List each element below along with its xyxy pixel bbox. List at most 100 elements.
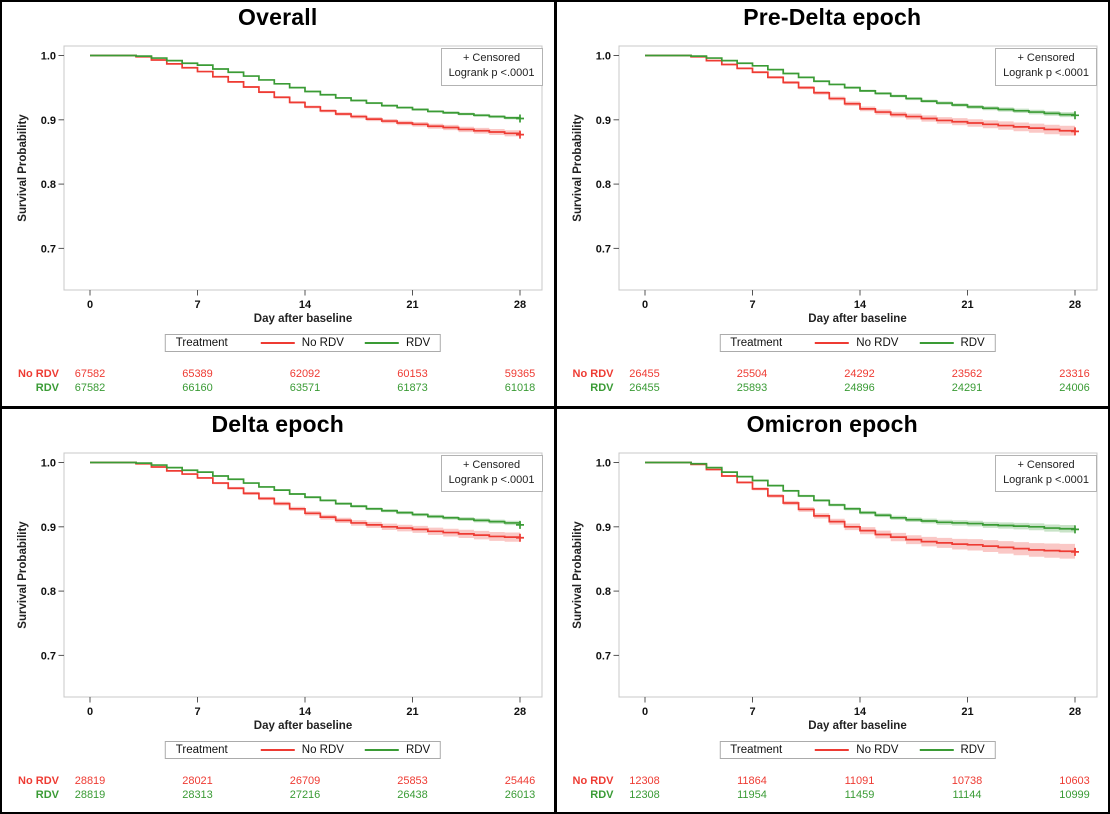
risk-count: 10738 <box>951 774 983 787</box>
no-rdv-legend-label: No RDV <box>856 743 899 756</box>
risk-row-rdv: RDV 12308 11954 11459 11144 10999 <box>557 789 1109 802</box>
treatment-legend-title: Treatment <box>175 743 228 756</box>
x-tick-label: 28 <box>514 706 526 718</box>
y-tick-label: 0.9 <box>595 115 610 127</box>
x-axis-label: Day after baseline <box>253 313 353 325</box>
risk-count: 11091 <box>844 774 875 787</box>
y-tick-label: 0.8 <box>41 586 56 598</box>
survival-plot-overall: 1.0 0.9 0.8 0.7 0 7 14 21 28 <box>41 45 543 311</box>
y-tick-label: 0.7 <box>595 243 610 255</box>
x-tick-label: 28 <box>1068 706 1080 718</box>
survival-curve <box>644 54 1076 116</box>
risk-count: 10603 <box>1059 774 1090 787</box>
rdv-legend-label: RDV <box>960 743 985 756</box>
x-tick-label: 0 <box>641 299 647 311</box>
y-tick-label: 0.7 <box>595 650 610 662</box>
no-rdv-legend-label: No RDV <box>301 743 344 756</box>
risk-count: 12308 <box>629 788 660 801</box>
y-axis-label: Survival Probability <box>571 520 584 629</box>
risk-row-no-rdv: No RDV 12308 11864 11091 10738 10603 <box>557 775 1109 788</box>
risk-row-label: No RDV <box>18 368 59 380</box>
risk-count: 23316 <box>1059 368 1090 380</box>
risk-row-rdv: RDV 28819 28313 27216 26438 26013 <box>2 789 554 802</box>
y-tick-label: 0.7 <box>41 650 56 662</box>
confidence-band <box>644 55 1075 118</box>
x-axis-label: Day after baseline <box>808 313 907 325</box>
y-axis-label: Survival Probability <box>17 114 29 222</box>
risk-count: 26455 <box>629 382 660 394</box>
risk-count: 11144 <box>952 788 982 801</box>
risk-count: 24896 <box>844 382 875 394</box>
logrank-label: Logrank p <.0001 <box>448 473 535 486</box>
treatment-legend: Treatment No RDV RDV <box>719 740 996 759</box>
risk-count: 26455 <box>629 368 660 380</box>
censor-plus-mark <box>516 533 524 542</box>
no-rdv-line-swatch <box>815 748 850 751</box>
risk-row-no-rdv: No RDV 28819 28021 26709 25853 25446 <box>2 775 554 788</box>
risk-count: 60153 <box>397 368 428 380</box>
x-tick-label: 14 <box>299 299 312 311</box>
risk-row-rdv: RDV 26455 25893 24896 24291 24006 <box>557 382 1109 395</box>
x-axis-label: Day after baseline <box>808 719 907 732</box>
logrank-label: Logrank p <.0001 <box>1003 67 1089 80</box>
y-axis-label: Survival Probability <box>17 520 29 629</box>
y-tick-label: 0.8 <box>41 179 56 191</box>
risk-count: 63571 <box>289 382 321 394</box>
censored-logrank-box: + Censored Logrank p <.0001 <box>440 454 543 493</box>
risk-count: 28819 <box>74 774 106 787</box>
risk-count: 24291 <box>951 382 983 394</box>
rdv-line-swatch <box>919 342 954 344</box>
panel-overall: Overall 1.0 0.9 0.8 0.7 0 7 14 21 28 + Censored … <box>2 2 554 406</box>
logrank-label: Logrank p <.0001 <box>1003 473 1089 486</box>
risk-count: 10999 <box>1059 788 1090 801</box>
treatment-legend: Treatment No RDV RDV <box>164 740 442 759</box>
panel-pre-delta: Pre-Delta epoch 1.0 0.9 0.8 0.7 0 7 14 21 28 + C… <box>556 2 1109 406</box>
y-tick-label: 0.9 <box>41 115 56 127</box>
censor-plus-mark <box>516 520 524 529</box>
panel-title: Overall <box>238 4 318 30</box>
x-tick-label: 21 <box>961 706 973 718</box>
censor-plus-mark <box>1070 111 1079 120</box>
y-tick-label: 0.7 <box>41 243 56 255</box>
treatment-legend: Treatment No RDV RDV <box>719 334 996 352</box>
risk-count: 67582 <box>74 368 106 380</box>
survival-curve <box>90 461 521 525</box>
panel-title: Delta epoch <box>211 410 345 437</box>
risk-count: 23562 <box>951 368 983 380</box>
risk-count: 59365 <box>504 368 536 380</box>
plot-frame <box>63 45 543 291</box>
risk-count: 26709 <box>289 774 321 787</box>
plot-frame <box>618 452 1097 697</box>
survival-plot-delta: 1.0 0.9 0.8 0.7 0 7 14 21 28 <box>41 452 543 718</box>
censored-logrank-box: + Censored Logrank p <.0001 <box>440 48 543 86</box>
risk-count: 26013 <box>504 788 536 801</box>
risk-count: 28021 <box>182 774 213 787</box>
censored-label: + Censored <box>1017 52 1075 64</box>
no-rdv-legend-label: No RDV <box>301 337 344 349</box>
risk-row-label: RDV <box>590 382 614 394</box>
censor-plus-mark <box>516 114 524 123</box>
survival-curve <box>644 461 1076 530</box>
risk-count: 62092 <box>289 368 321 380</box>
censored-logrank-box: + Censored Logrank p <.0001 <box>995 454 1097 493</box>
risk-row-no-rdv: No RDV 67582 65389 62092 60153 59365 <box>2 368 554 381</box>
risk-count: 24006 <box>1059 382 1090 394</box>
plot-frame <box>618 45 1097 291</box>
risk-count: 25893 <box>736 382 768 394</box>
risk-count: 65389 <box>182 368 213 380</box>
x-tick-label: 7 <box>749 299 755 311</box>
risk-count: 67582 <box>74 382 106 394</box>
risk-count: 11954 <box>737 788 767 801</box>
risk-count: 66160 <box>182 382 213 394</box>
rdv-legend-label: RDV <box>960 337 985 349</box>
x-tick-label: 14 <box>853 299 866 311</box>
rdv-line-swatch <box>364 748 399 751</box>
rdv-line-swatch <box>364 342 399 344</box>
risk-count: 28313 <box>182 788 213 801</box>
y-axis-label: Survival Probability <box>571 114 584 222</box>
rdv-line-swatch <box>919 748 954 751</box>
y-tick-label: 1.0 <box>595 51 610 63</box>
rdv-legend-label: RDV <box>405 337 431 349</box>
risk-count: 26438 <box>397 788 428 801</box>
